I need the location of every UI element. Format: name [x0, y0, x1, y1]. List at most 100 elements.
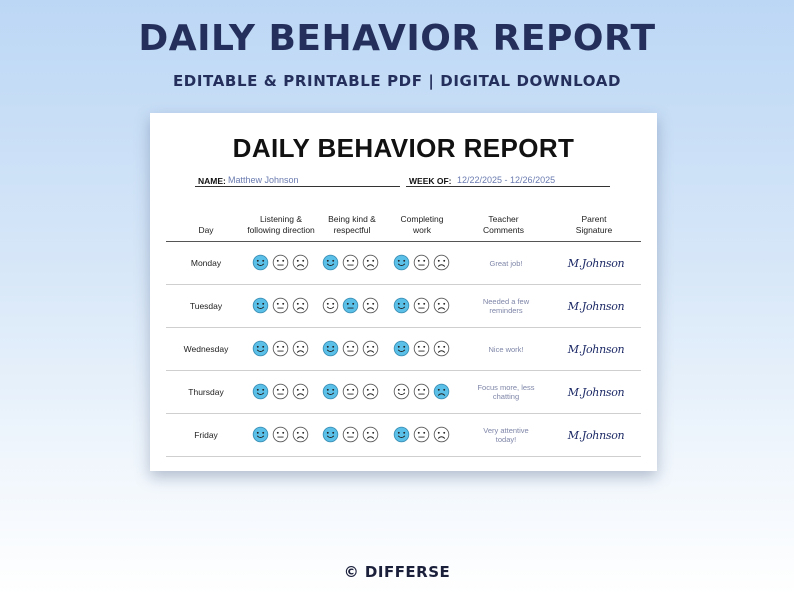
happy-face-icon[interactable] [322, 426, 339, 443]
happy-face-icon[interactable] [252, 297, 269, 314]
table-row: Monday Great job! M.Johnson [166, 242, 641, 285]
sad-face-icon[interactable] [362, 383, 379, 400]
kind-rating [322, 297, 379, 315]
day-cell: Thursday [188, 387, 224, 397]
sad-face-icon[interactable] [362, 426, 379, 443]
teacher-comment[interactable]: Great job! [489, 258, 523, 268]
work-rating [393, 383, 450, 401]
neutral-face-icon[interactable] [272, 297, 289, 314]
parent-signature[interactable]: M.Johnson [567, 299, 625, 313]
sad-face-icon[interactable] [433, 340, 450, 357]
sad-face-icon[interactable] [292, 383, 309, 400]
col-head-signature: Parent Signature [554, 214, 634, 236]
col-head-comments: Teacher Comments [461, 214, 546, 236]
parent-signature[interactable]: M.Johnson [567, 342, 625, 356]
table-row: Tuesday Needed a few reminders M.Johnson [166, 285, 641, 328]
happy-face-icon[interactable] [393, 383, 410, 400]
neutral-face-icon[interactable] [272, 340, 289, 357]
listening-rating [252, 297, 309, 315]
work-rating [393, 297, 450, 315]
neutral-face-icon[interactable] [413, 254, 430, 271]
neutral-face-icon[interactable] [413, 426, 430, 443]
teacher-comment[interactable]: Focus more, less chatting [477, 383, 535, 401]
work-rating [393, 426, 450, 444]
neutral-face-icon[interactable] [342, 297, 359, 314]
happy-face-icon[interactable] [393, 297, 410, 314]
sad-face-icon[interactable] [433, 297, 450, 314]
neutral-face-icon[interactable] [342, 383, 359, 400]
neutral-face-icon[interactable] [342, 426, 359, 443]
week-label: WEEK OF: [409, 176, 452, 186]
table-row: Thursday Focus more, less chatting M.Johns… [166, 371, 641, 414]
sad-face-icon[interactable] [292, 340, 309, 357]
sad-face-icon[interactable] [292, 297, 309, 314]
listening-rating [252, 340, 309, 358]
neutral-face-icon[interactable] [413, 340, 430, 357]
table-row: Wednesday Nice work! M.Johnson [166, 328, 641, 371]
happy-face-icon[interactable] [393, 254, 410, 271]
name-underline [195, 186, 400, 187]
col-head-work-line1: Completing [400, 214, 444, 224]
col-head-work: Completing work [387, 214, 457, 236]
day-cell: Wednesday [183, 344, 229, 354]
neutral-face-icon[interactable] [272, 254, 289, 271]
happy-face-icon[interactable] [322, 297, 339, 314]
sad-face-icon[interactable] [362, 340, 379, 357]
header-rule [166, 241, 641, 242]
day-cell: Friday [194, 430, 218, 440]
sad-face-icon[interactable] [292, 254, 309, 271]
name-field[interactable]: Matthew Johnson [228, 175, 299, 185]
happy-face-icon[interactable] [252, 254, 269, 271]
neutral-face-icon[interactable] [272, 426, 289, 443]
neutral-face-icon[interactable] [342, 340, 359, 357]
neutral-face-icon[interactable] [413, 297, 430, 314]
banner-subtitle: EDITABLE & PRINTABLE PDF | DIGITAL DOWNL… [172, 72, 622, 90]
sad-face-icon[interactable] [292, 426, 309, 443]
teacher-comment[interactable]: Very attentive today! [483, 426, 529, 444]
happy-face-icon[interactable] [322, 383, 339, 400]
col-head-comments-line2: Comments [482, 225, 525, 235]
kind-rating [322, 426, 379, 444]
listening-rating [252, 254, 309, 272]
parent-signature[interactable]: M.Johnson [567, 256, 625, 270]
col-head-listening-line1: Listening & [259, 214, 303, 224]
neutral-face-icon[interactable] [272, 383, 289, 400]
teacher-comment[interactable]: Nice work! [488, 344, 524, 354]
sheet-title: DAILY BEHAVIOR REPORT [232, 133, 575, 163]
day-cell: Monday [190, 258, 222, 268]
parent-signature[interactable]: M.Johnson [567, 385, 625, 399]
parent-signature[interactable]: M.Johnson [567, 428, 625, 442]
happy-face-icon[interactable] [322, 254, 339, 271]
happy-face-icon[interactable] [252, 340, 269, 357]
neutral-face-icon[interactable] [413, 383, 430, 400]
name-label: NAME: [198, 176, 226, 186]
copyright-text: © DIFFERSE [343, 563, 451, 581]
happy-face-icon[interactable] [322, 340, 339, 357]
happy-face-icon[interactable] [393, 426, 410, 443]
col-head-signature-line2: Signature [575, 225, 613, 235]
col-head-comments-line1: Teacher [488, 214, 519, 224]
col-head-listening-line2: following direction [247, 225, 315, 235]
sad-face-icon[interactable] [433, 254, 450, 271]
sad-face-icon[interactable] [433, 383, 450, 400]
kind-rating [322, 254, 379, 272]
table-row: Friday Very attentive today! M.Johnson [166, 414, 641, 457]
happy-face-icon[interactable] [393, 340, 410, 357]
happy-face-icon[interactable] [252, 383, 269, 400]
kind-rating [322, 340, 379, 358]
week-underline [406, 186, 610, 187]
col-head-kind-line2: respectful [333, 225, 371, 235]
teacher-comment[interactable]: Needed a few reminders [482, 297, 530, 315]
col-head-listening: Listening & following direction [242, 214, 320, 236]
work-rating [393, 254, 450, 272]
neutral-face-icon[interactable] [342, 254, 359, 271]
col-head-signature-line1: Parent [581, 214, 607, 224]
week-field[interactable]: 12/22/2025 - 12/26/2025 [457, 175, 556, 185]
col-head-kind: Being kind & respectful [317, 214, 387, 236]
sad-face-icon[interactable] [362, 297, 379, 314]
happy-face-icon[interactable] [252, 426, 269, 443]
sad-face-icon[interactable] [362, 254, 379, 271]
sad-face-icon[interactable] [433, 426, 450, 443]
banner-title: DAILY BEHAVIOR REPORT [138, 18, 656, 59]
kind-rating [322, 383, 379, 401]
